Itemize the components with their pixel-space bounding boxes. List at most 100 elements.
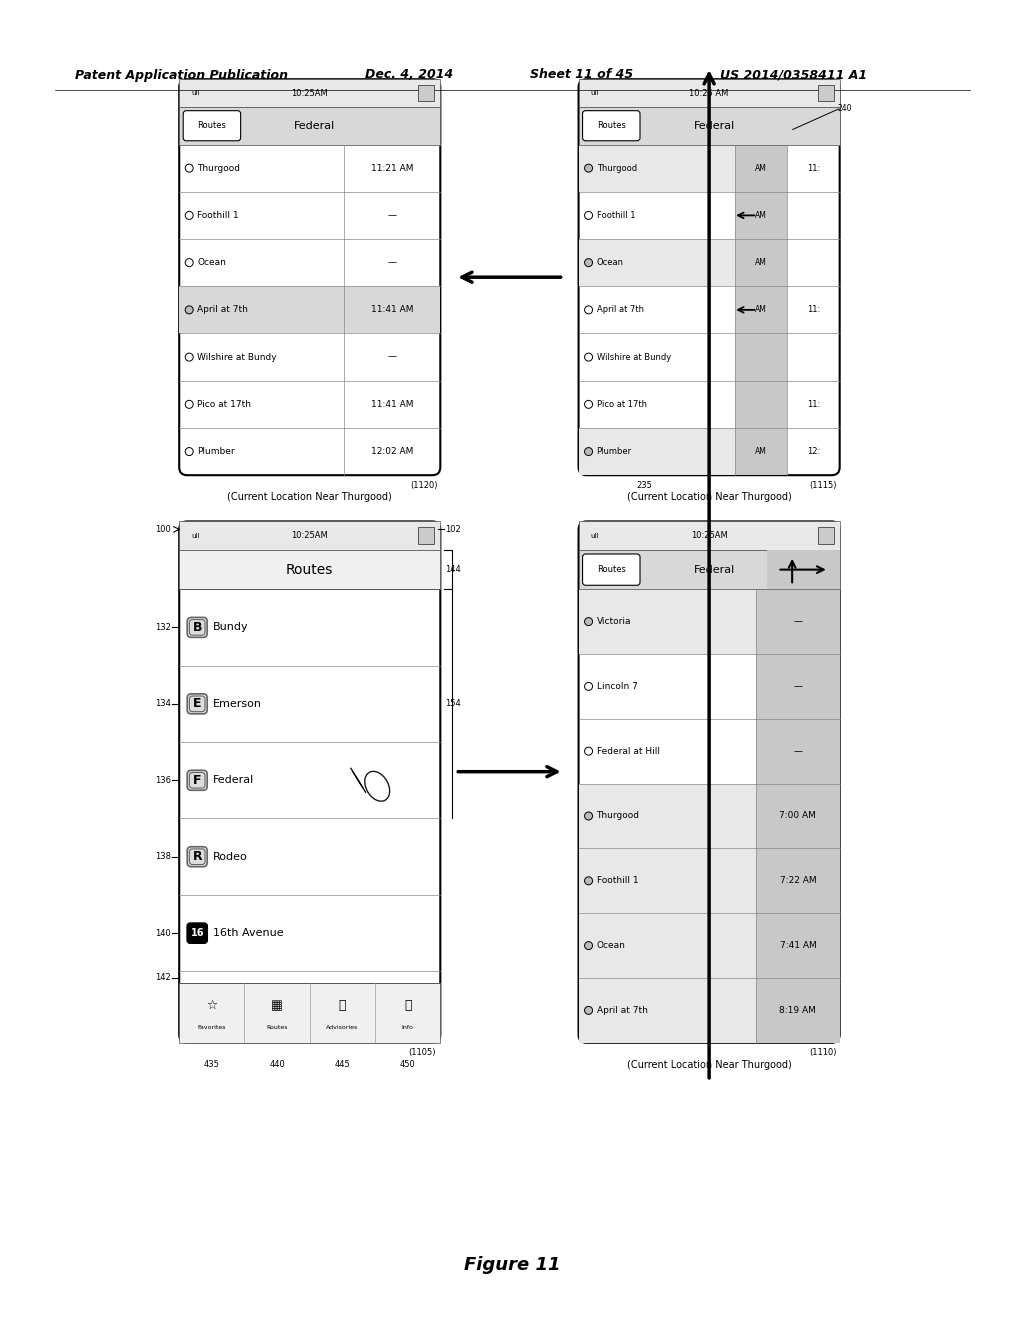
Text: —: —: [387, 211, 396, 220]
Circle shape: [185, 354, 194, 362]
Bar: [735, 380, 787, 428]
Text: —: —: [794, 682, 803, 690]
Bar: [767, 550, 840, 589]
Text: Info: Info: [401, 1026, 414, 1031]
Bar: [579, 913, 756, 978]
Text: ☆: ☆: [206, 999, 217, 1012]
Text: Lincoln 7: Lincoln 7: [597, 682, 637, 690]
Circle shape: [585, 941, 593, 949]
Bar: [179, 550, 440, 589]
Bar: [756, 849, 840, 913]
Text: Favorites: Favorites: [198, 1026, 226, 1031]
Text: Plumber: Plumber: [198, 447, 234, 457]
Bar: [579, 589, 756, 653]
Text: 154: 154: [445, 700, 461, 709]
Text: 11:41 AM: 11:41 AM: [371, 400, 414, 409]
Text: 11:: 11:: [807, 164, 820, 173]
Bar: [756, 653, 840, 719]
Bar: [579, 144, 735, 191]
Bar: [735, 191, 787, 239]
Bar: [579, 428, 735, 475]
FancyBboxPatch shape: [189, 849, 205, 865]
FancyBboxPatch shape: [189, 772, 205, 788]
Text: 10:25 AM: 10:25 AM: [689, 88, 729, 98]
Circle shape: [585, 618, 593, 626]
Text: 142: 142: [156, 973, 171, 982]
FancyBboxPatch shape: [189, 619, 205, 635]
Bar: [735, 286, 787, 334]
Circle shape: [585, 812, 593, 820]
Text: Thurgood: Thurgood: [597, 812, 640, 821]
Text: 235: 235: [636, 480, 652, 490]
Bar: [579, 79, 840, 107]
Text: 11:: 11:: [807, 305, 820, 314]
FancyBboxPatch shape: [183, 111, 241, 141]
Text: E: E: [193, 697, 202, 710]
Text: Foothill 1: Foothill 1: [597, 211, 635, 220]
Circle shape: [585, 164, 593, 172]
Text: 445: 445: [335, 1060, 350, 1069]
Bar: [579, 550, 840, 589]
Text: 🔔: 🔔: [339, 999, 346, 1012]
FancyBboxPatch shape: [579, 521, 840, 1043]
Text: Federal: Federal: [213, 775, 254, 785]
FancyBboxPatch shape: [187, 694, 207, 714]
Circle shape: [585, 354, 593, 362]
Text: 10:25AM: 10:25AM: [292, 88, 328, 98]
Text: (Current Location Near Thurgood): (Current Location Near Thurgood): [627, 1060, 792, 1069]
Text: Ocean: Ocean: [198, 259, 226, 267]
Text: 102: 102: [445, 525, 461, 533]
Text: Dec. 4, 2014: Dec. 4, 2014: [365, 69, 454, 82]
Text: 7:00 AM: 7:00 AM: [779, 812, 816, 821]
Text: 11:: 11:: [807, 400, 820, 409]
FancyBboxPatch shape: [187, 846, 207, 867]
Text: —: —: [387, 352, 396, 362]
Bar: [579, 239, 735, 286]
Circle shape: [185, 306, 194, 314]
Text: —: —: [794, 747, 803, 755]
Text: Federal: Federal: [693, 565, 735, 574]
FancyBboxPatch shape: [179, 79, 440, 475]
FancyBboxPatch shape: [583, 111, 640, 141]
Bar: [735, 428, 787, 475]
Circle shape: [585, 682, 593, 690]
Text: Federal at Hill: Federal at Hill: [597, 747, 659, 755]
Text: Emerson: Emerson: [213, 698, 262, 709]
Text: Advisories: Advisories: [327, 1026, 358, 1031]
Text: AM: AM: [756, 305, 767, 314]
Bar: [579, 521, 840, 550]
Circle shape: [585, 447, 593, 455]
Bar: [756, 978, 840, 1043]
Circle shape: [585, 1006, 593, 1014]
Text: (Current Location Near Thurgood): (Current Location Near Thurgood): [627, 492, 792, 502]
Bar: [419, 527, 434, 544]
Text: 435: 435: [204, 1060, 220, 1069]
Text: Thurgood: Thurgood: [597, 164, 637, 173]
Bar: [735, 334, 787, 380]
Circle shape: [185, 400, 194, 408]
Text: 240: 240: [838, 104, 852, 114]
Bar: [818, 84, 834, 102]
Text: Federal: Federal: [294, 120, 336, 131]
Text: Rodeo: Rodeo: [213, 851, 248, 862]
Text: ull: ull: [191, 90, 200, 96]
FancyBboxPatch shape: [583, 554, 640, 585]
Text: ull: ull: [591, 90, 599, 96]
FancyBboxPatch shape: [187, 923, 207, 944]
Text: ⓘ: ⓘ: [403, 999, 412, 1012]
Bar: [756, 913, 840, 978]
Bar: [579, 849, 756, 913]
Text: ull: ull: [591, 533, 599, 539]
Text: 440: 440: [269, 1060, 285, 1069]
Text: Routes: Routes: [266, 1026, 288, 1031]
Text: (1110): (1110): [809, 1048, 837, 1057]
Bar: [419, 84, 434, 102]
Circle shape: [185, 164, 194, 172]
Bar: [579, 978, 756, 1043]
Bar: [818, 527, 834, 544]
Text: 7:22 AM: 7:22 AM: [779, 876, 816, 886]
Bar: [756, 589, 840, 653]
Text: April at 7th: April at 7th: [597, 305, 643, 314]
Text: Wilshire at Bundy: Wilshire at Bundy: [597, 352, 671, 362]
Text: Routes: Routes: [597, 565, 626, 574]
